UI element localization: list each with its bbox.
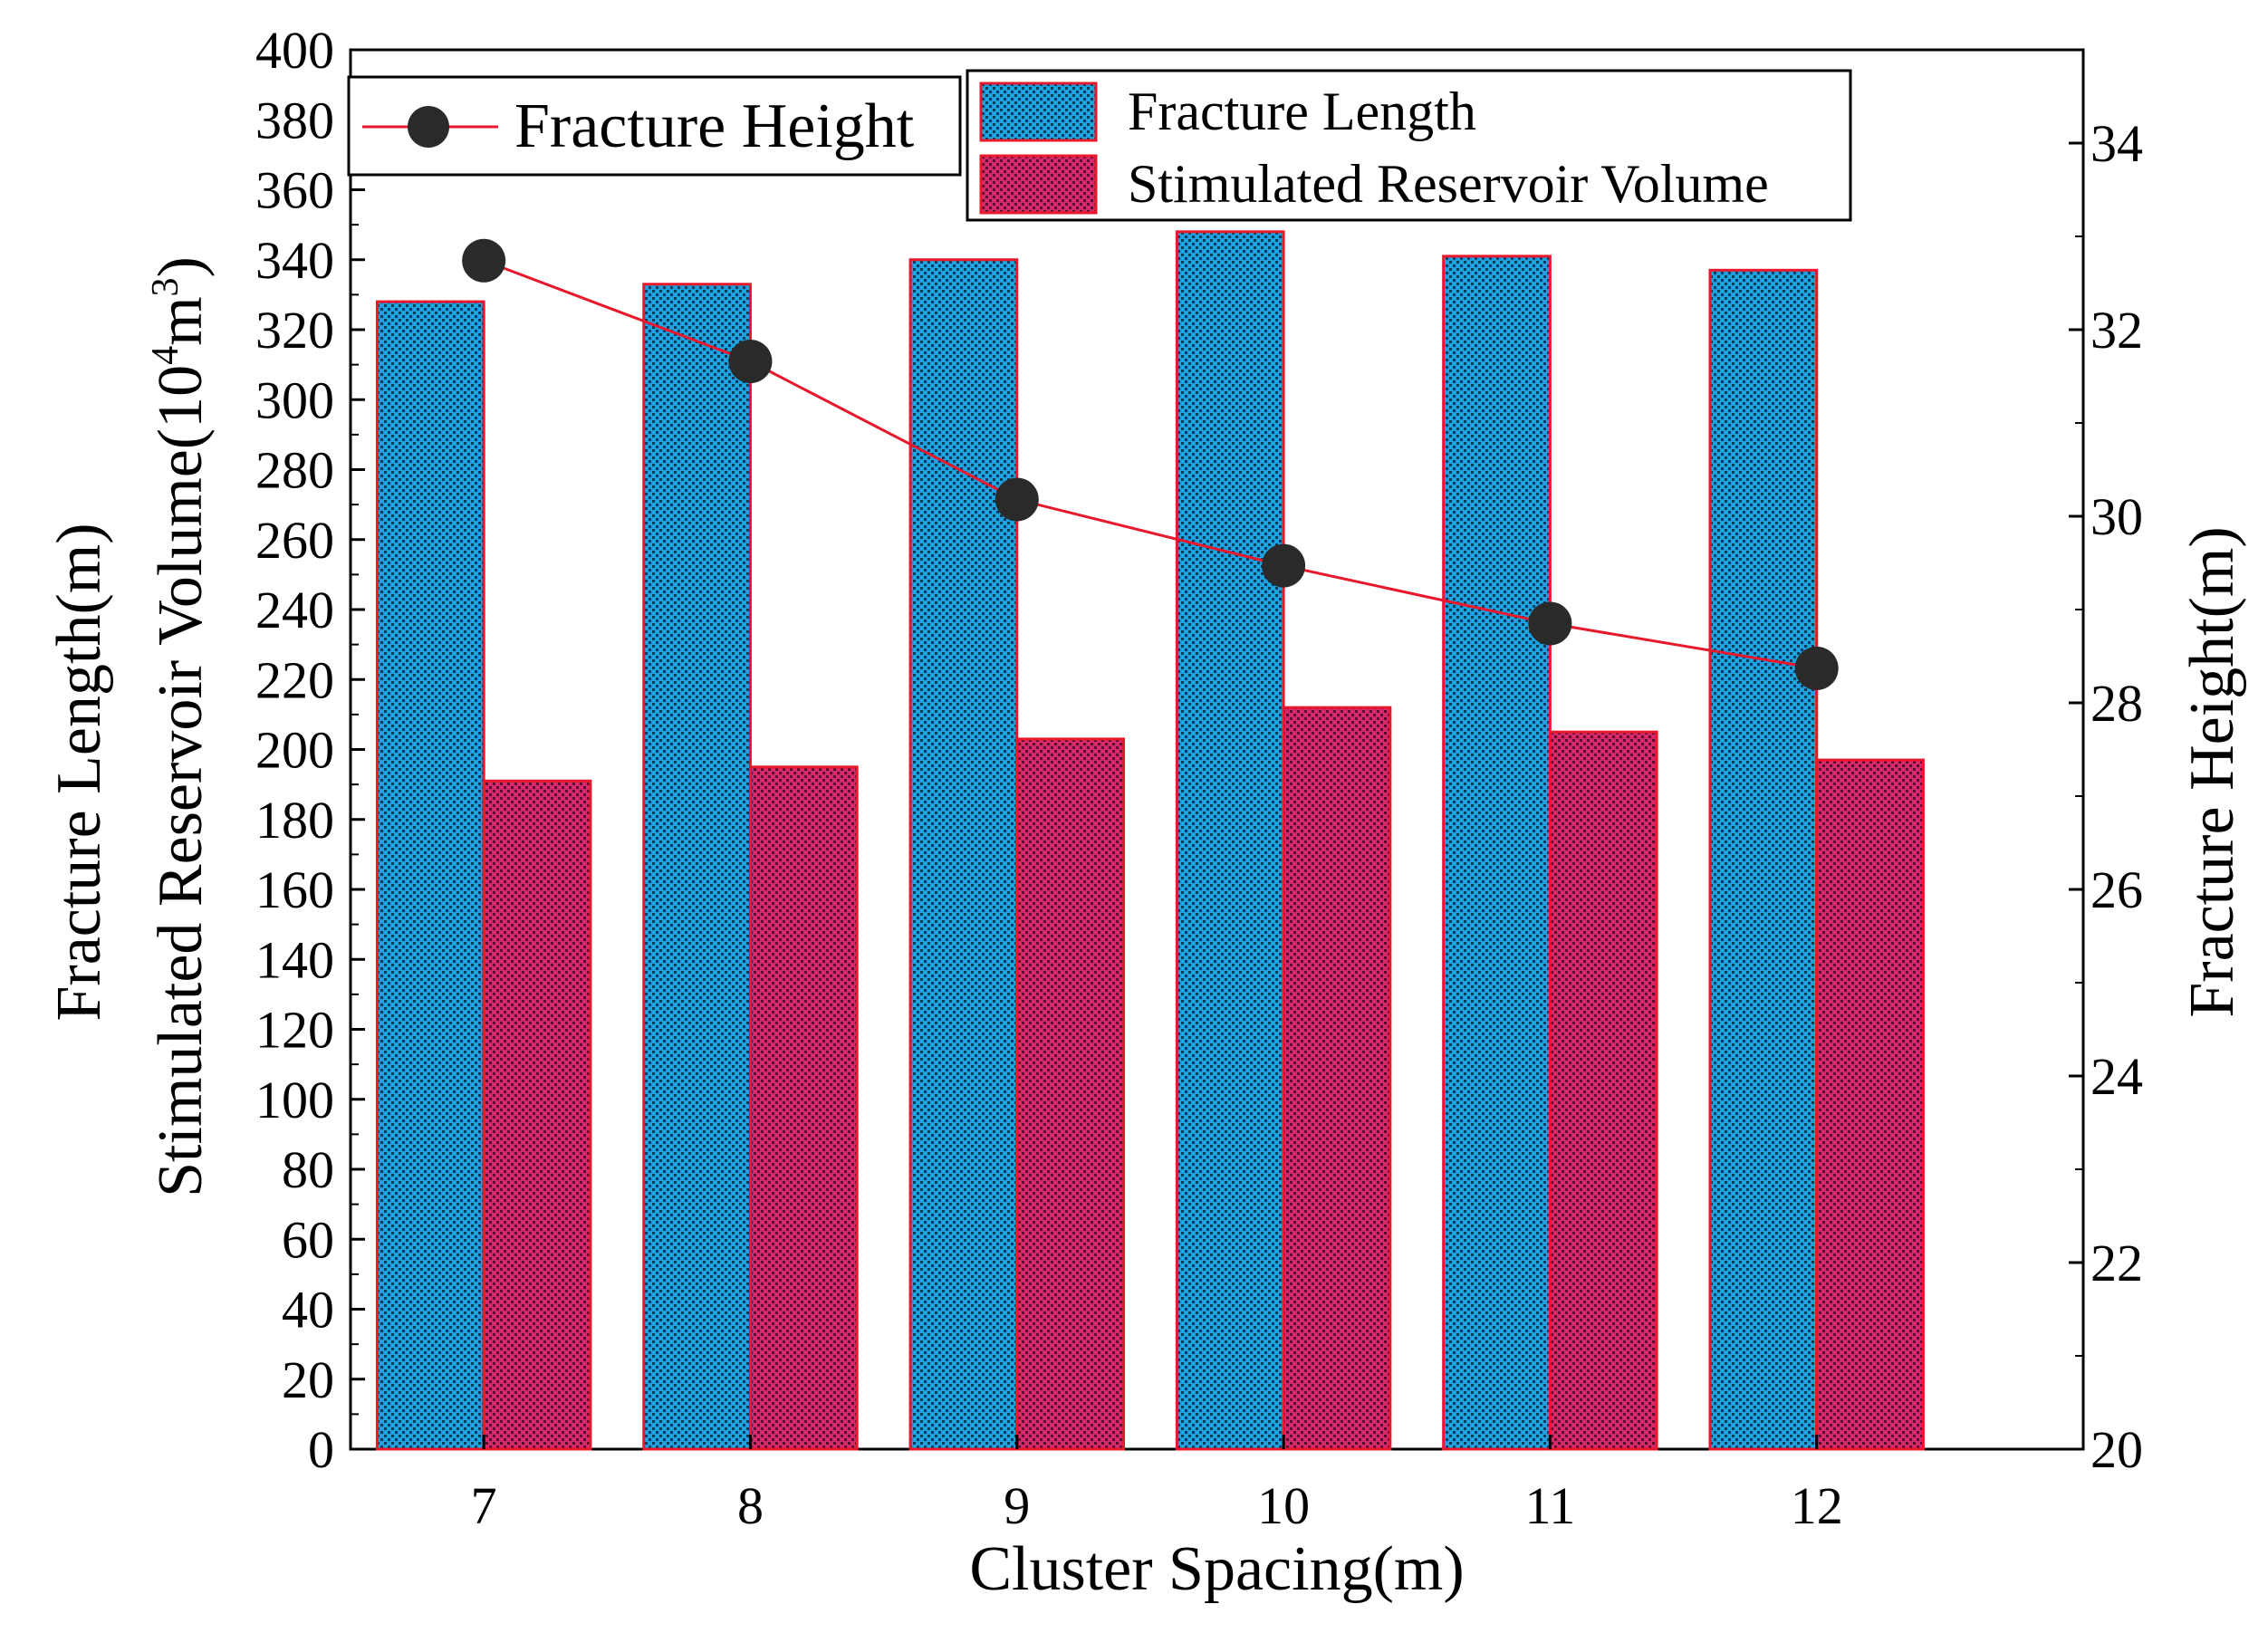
bar-fracture-length <box>1442 255 1552 1451</box>
left-tick-label: 340 <box>255 231 334 290</box>
legend-label-srv: Stimulated Reservoir Volume <box>1128 154 1769 214</box>
left-tick-label: 380 <box>255 91 334 149</box>
legend-label-fracture-height: Fracture Height <box>514 91 915 161</box>
bar-srv <box>482 779 592 1451</box>
left-tick-label: 360 <box>255 161 334 220</box>
bar-srv <box>1548 730 1658 1451</box>
plot-area: 0 20 40 60 80 100 120 140 160 180 200 220 240 260 280 3… <box>255 21 2143 1535</box>
legend-label-fracture-length: Fracture Length <box>1128 82 1476 141</box>
left-tick-label: 180 <box>255 791 334 850</box>
x-tick-label: 7 <box>471 1476 497 1535</box>
left-tick-label: 140 <box>255 930 334 989</box>
srv-label-close: ) <box>146 256 216 277</box>
right-tick-label: 32 <box>2090 301 2143 360</box>
right-tick-label: 34 <box>2090 114 2143 173</box>
srv-label-sup3: 3 <box>145 277 187 296</box>
right-tick-label: 26 <box>2090 860 2143 919</box>
bar-fracture-length <box>642 283 752 1451</box>
right-tick-label: 22 <box>2090 1234 2143 1292</box>
x-tick-label: 11 <box>1524 1476 1575 1535</box>
srv-label-m: m <box>146 296 216 345</box>
bar-srv <box>1282 706 1392 1451</box>
axis-ticks: 0 20 40 60 80 100 120 140 160 180 200 220 240 260 280 3… <box>255 21 2143 1535</box>
bar-srv <box>1815 758 1925 1451</box>
legend-marker-circle <box>408 106 449 148</box>
left-tick-label: 300 <box>255 370 334 429</box>
bar-srv <box>748 765 859 1451</box>
left-tick-label: 260 <box>255 511 334 570</box>
x-tick-label: 10 <box>1257 1476 1310 1535</box>
right-tick-label: 30 <box>2090 487 2143 546</box>
left-tick-label: 160 <box>255 860 334 919</box>
x-tick-label: 8 <box>737 1476 764 1535</box>
right-axis-title: Fracture Height(m) <box>2177 526 2247 1017</box>
fracture-height-point <box>1794 646 1839 690</box>
left-tick-label: 80 <box>282 1140 334 1199</box>
left-axis-title-fracture-length: Fracture Length(m) <box>44 523 114 1021</box>
left-tick-label: 0 <box>308 1420 334 1479</box>
right-tick-label: 28 <box>2090 674 2143 733</box>
srv-label-sup4: 4 <box>145 346 187 365</box>
left-tick-label: 60 <box>282 1210 334 1269</box>
legend-fracture-height: Fracture Height <box>347 75 962 177</box>
legend-bars: Fracture Length Stimulated Reservoir Vol… <box>966 69 1852 222</box>
left-tick-label: 240 <box>255 581 334 639</box>
left-axis-title-srv: Stimulated Reservoir Volume(104m3) <box>145 256 216 1197</box>
fracture-height-polyline <box>483 259 1817 670</box>
legend-swatch-srv <box>979 154 1098 215</box>
bar-srv <box>1015 737 1125 1451</box>
fracture-height-point <box>462 238 506 283</box>
bars <box>375 230 1925 1451</box>
left-tick-label: 40 <box>282 1281 334 1340</box>
bar-fracture-length <box>1708 268 1819 1451</box>
fracture-height-point <box>728 340 773 384</box>
fracture-height-point <box>995 477 1039 522</box>
x-tick-label: 9 <box>1004 1476 1030 1535</box>
left-tick-label: 200 <box>255 721 334 780</box>
bar-fracture-length <box>375 300 485 1451</box>
fracture-height-point <box>1262 543 1306 588</box>
right-tick-label: 24 <box>2090 1047 2143 1106</box>
fracture-height-line <box>462 238 1839 690</box>
left-tick-label: 280 <box>255 441 334 500</box>
fracture-height-point <box>1528 601 1572 646</box>
left-tick-label: 100 <box>255 1071 334 1129</box>
left-tick-label: 120 <box>255 1001 334 1060</box>
srv-label-text: Stimulated Reservoir Volume(10 <box>146 365 216 1197</box>
left-tick-label: 400 <box>255 21 334 80</box>
left-tick-label: 220 <box>255 650 334 709</box>
right-tick-label: 20 <box>2090 1420 2143 1479</box>
bar-fracture-length <box>908 258 1019 1451</box>
bar-fracture-length <box>1175 230 1285 1451</box>
x-tick-label: 12 <box>1791 1476 1843 1535</box>
legend-swatch-fracture-length <box>979 82 1098 142</box>
left-tick-label: 20 <box>282 1350 334 1409</box>
x-axis-title: Cluster Spacing(m) <box>969 1534 1464 1604</box>
left-tick-label: 320 <box>255 301 334 360</box>
